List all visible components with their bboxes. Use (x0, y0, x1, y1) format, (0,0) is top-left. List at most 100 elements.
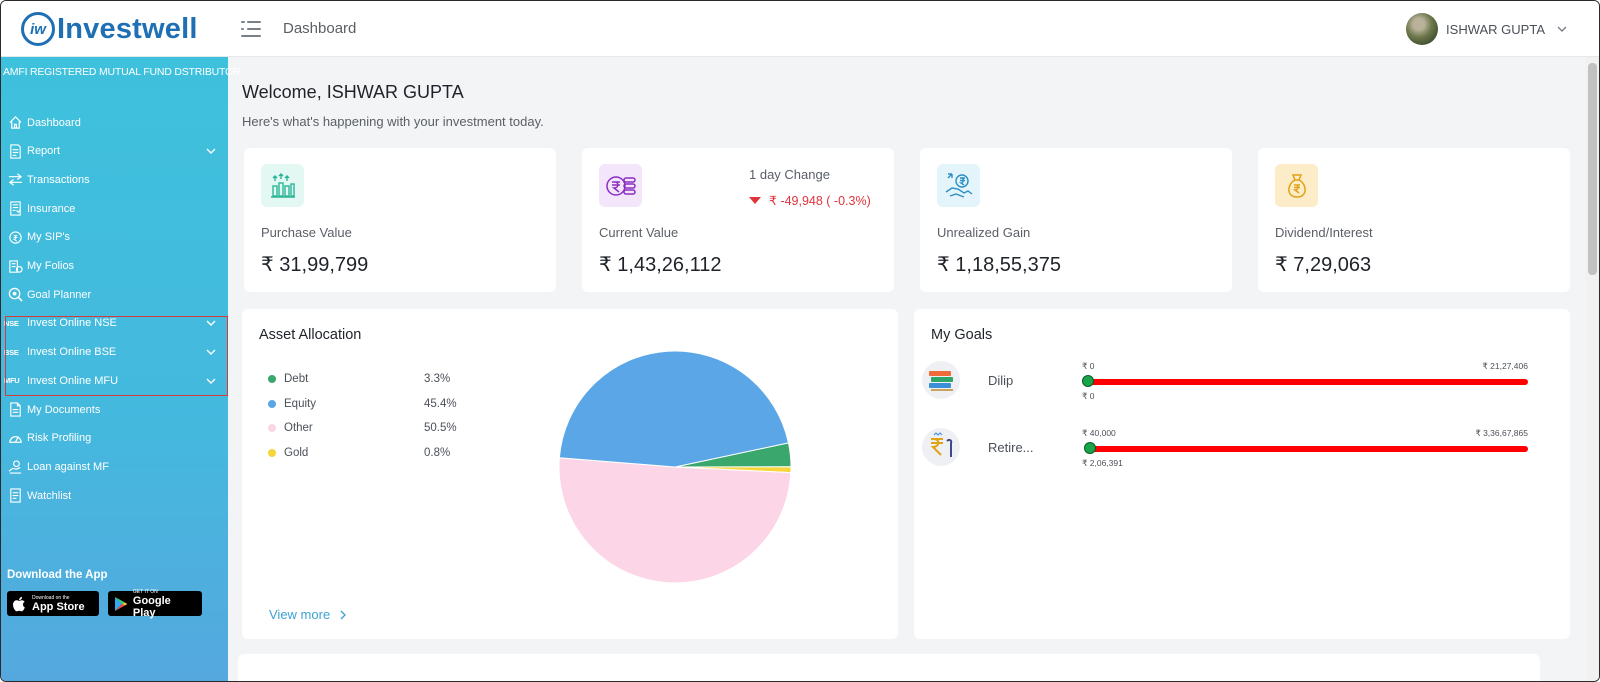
pie-slice-equity[interactable] (558, 350, 790, 468)
main-content: Welcome, ISHWAR GUPTA Here's what's happ… (228, 57, 1586, 681)
vertical-scrollbar[interactable] (1586, 57, 1599, 681)
legend-name: Gold (284, 446, 309, 459)
sidebar-item-label[interactable]: My Folios (27, 260, 75, 272)
view-more-link[interactable]: View more (269, 607, 348, 622)
money-growth-icon (261, 164, 304, 207)
change-amount: ₹ -49,948 ( -0.3%) (769, 194, 871, 208)
chevron-down-icon[interactable] (206, 318, 216, 328)
rupee-coins-icon (599, 164, 642, 207)
scrollbar-thumb[interactable] (1588, 63, 1597, 275)
highlight-box (5, 316, 228, 396)
stat-value: ₹ 31,99,799 (261, 254, 369, 276)
sidebar-item-my-sip-s[interactable]: My SIP's (1, 223, 228, 252)
sidebar-item-label[interactable]: Invest Online BSE (27, 346, 117, 359)
pie-slice-other[interactable] (558, 457, 792, 584)
stat-value: ₹ 1,18,55,375 (937, 254, 1061, 276)
sidebar-item-label[interactable]: Invest Online MFU (27, 374, 119, 387)
goal-min-value: ₹ 0 (1082, 361, 1095, 371)
user-name[interactable]: ISHWAR GUPTA (1446, 21, 1545, 37)
legend-item-other[interactable]: Other 50.5% (268, 420, 468, 436)
watchlist-icon (7, 488, 23, 504)
avatar[interactable] (1406, 13, 1439, 45)
purchase-value-card: Purchase Value ₹ 31,99,799 (244, 148, 556, 292)
sidebar-item-report[interactable]: Report (1, 137, 228, 166)
goal-min-value: ₹ 40,000 (1082, 428, 1116, 438)
sidebar-item-label[interactable]: Loan against MF (27, 460, 109, 473)
welcome-subtitle: Here's what's happening with your invest… (242, 114, 544, 129)
google-play-button[interactable]: GET IT ON Google Play (108, 589, 202, 619)
unrealized-gain-card: Unrealized Gain ₹ 1,18,55,375 (920, 148, 1232, 292)
bottom-card (238, 654, 1540, 681)
sidebar-item-invest-online-nse[interactable]: NSE Invest Online NSE (1, 309, 228, 338)
goal-row[interactable]: Retire... ₹ 40,000 ₹ 3,36,67,865 ₹ 2,06,391 (922, 428, 1528, 468)
sidebar-item-transactions[interactable]: Transactions (1, 165, 228, 194)
stat-label: Unrealized Gain (937, 225, 1031, 240)
asset-allocation-pie-chart[interactable] (557, 349, 793, 585)
folio-icon (7, 258, 23, 274)
legend-item-gold[interactable]: Gold 0.8% (268, 445, 468, 461)
view-more-label[interactable]: View more (269, 607, 331, 622)
apple-icon (13, 596, 25, 611)
logo[interactable]: iw Investwell (21, 12, 198, 46)
sidebar-item-my-documents[interactable]: My Documents (1, 395, 228, 424)
sidebar-item-label[interactable]: My SIP's (27, 231, 71, 244)
current-value-card: 1 day Change ₹ -49,948 ( -0.3%) Current … (582, 148, 894, 292)
menu-toggle-icon[interactable] (241, 20, 261, 38)
legend-dot (268, 424, 276, 433)
sidebar-item-invest-online-mfu[interactable]: MFU Invest Online MFU (1, 366, 228, 395)
home-icon (7, 115, 23, 131)
goal-name[interactable]: Dilip (988, 373, 1014, 388)
chevron-down-icon[interactable] (206, 376, 216, 386)
sidebar-item-label[interactable]: Risk Profiling (27, 432, 92, 445)
sidebar-item-insurance[interactable]: Insurance (1, 194, 228, 223)
sidebar-item-my-folios[interactable]: My Folios (1, 252, 228, 281)
money-bag-icon (1275, 164, 1318, 207)
chevron-down-icon[interactable] (1557, 24, 1567, 34)
sidebar-item-invest-online-bse[interactable]: BSE Invest Online BSE (1, 338, 228, 367)
top-bar: iw Investwell Dashboard ISHWAR GUPTA (1, 1, 1599, 57)
down-arrow-icon (749, 197, 761, 204)
sidebar-item-label[interactable]: Dashboard (27, 116, 81, 129)
goal-name[interactable]: Retire... (988, 440, 1034, 455)
download-app-title: Download the App (7, 569, 108, 581)
goal-target-value: ₹ 21,27,406 (1482, 361, 1528, 371)
sidebar-item-label[interactable]: Insurance (27, 202, 76, 215)
legend-name: Equity (284, 397, 316, 410)
amfi-tagline: AMFI REGISTERED MUTUAL FUND DSTRIBUTOR (3, 66, 241, 78)
sidebar-item-goal-planner[interactable]: Goal Planner (1, 280, 228, 309)
goal-progress-bar (1088, 379, 1528, 385)
welcome-title: Welcome, ISHWAR GUPTA (242, 82, 464, 102)
sidebar-item-watchlist[interactable]: Watchlist (1, 481, 228, 510)
hand-coin-icon (937, 164, 980, 207)
asset-allocation-panel: Asset Allocation Debt 3.3% Equity 45.4% Othe… (242, 309, 898, 639)
legend-percent: 3.3% (424, 373, 451, 385)
legend-item-equity[interactable]: Equity 45.4% (268, 396, 468, 412)
user-menu[interactable]: ISHWAR GUPTA (1406, 13, 1567, 45)
sidebar-item-label[interactable]: Watchlist (27, 489, 72, 502)
legend-item-debt[interactable]: Debt 3.3% (268, 371, 468, 387)
insurance-icon (7, 201, 23, 217)
sidebar-item-risk-profiling[interactable]: Risk Profiling (1, 424, 228, 453)
chevron-right-icon[interactable] (338, 610, 348, 620)
app-store-button[interactable]: Download on the App Store (7, 591, 99, 616)
chevron-down-icon[interactable] (206, 347, 216, 357)
goal-row[interactable]: Dilip ₹ 0 ₹ 21,27,406 ₹ 0 (922, 361, 1528, 401)
one-day-change-value: ₹ -49,948 ( -0.3%) (749, 193, 871, 208)
sidebar: AMFI REGISTERED MUTUAL FUND DSTRIBUTOR D… (1, 57, 241, 681)
sidebar-item-label[interactable]: Goal Planner (27, 288, 92, 301)
chevron-down-icon[interactable] (206, 146, 216, 156)
sidebar-item-label[interactable]: Transactions (27, 173, 90, 186)
legend-name: Other (284, 422, 313, 435)
exchange-tag: MFU (4, 376, 20, 386)
legend-percent: 50.5% (424, 422, 457, 435)
sidebar-item-dashboard[interactable]: Dashboard (1, 108, 228, 137)
sidebar-item-loan-against-mf[interactable]: Loan against MF (1, 452, 228, 481)
page-title: Dashboard (283, 20, 357, 37)
document-icon (7, 402, 23, 418)
google-play-icon (114, 596, 128, 611)
sidebar-item-label[interactable]: Report (27, 145, 61, 158)
goal-progress-knob (1082, 375, 1094, 387)
sidebar-item-label[interactable]: Invest Online NSE (27, 317, 117, 330)
sidebar-item-label[interactable]: My Documents (27, 403, 101, 416)
stat-label: Dividend/Interest (1275, 225, 1373, 240)
